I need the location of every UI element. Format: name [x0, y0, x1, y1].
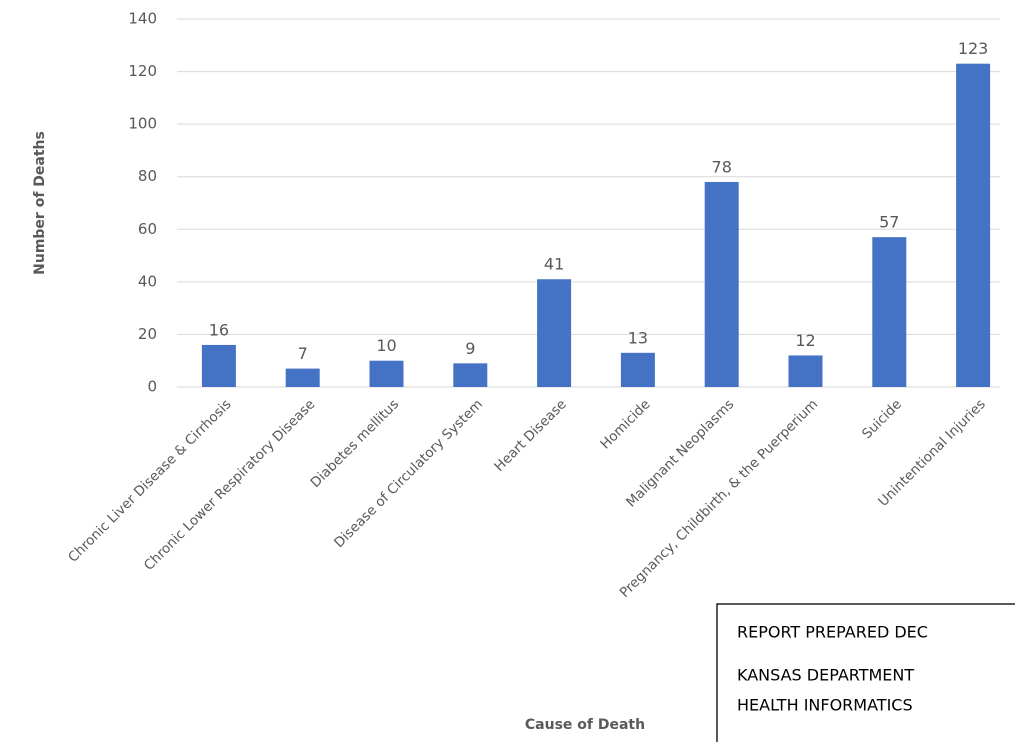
- bar: [872, 237, 907, 387]
- y-tick-label: 100: [128, 115, 157, 133]
- y-tick-label: 20: [138, 325, 157, 343]
- y-tick-label: 140: [128, 10, 157, 28]
- x-tick-label: Chronic Liver Disease & Cirrhosis: [65, 396, 234, 565]
- data-label: 9: [465, 339, 475, 358]
- note-text: REPORT PREPARED DEC: [737, 623, 928, 642]
- note-text: KANSAS DEPARTMENT: [737, 666, 914, 685]
- x-axis-label: Cause of Death: [525, 717, 645, 733]
- data-label: 12: [795, 331, 815, 350]
- data-label: 16: [209, 320, 229, 339]
- x-tick-label: Disease of Circulatory System: [331, 396, 486, 551]
- x-tick-label: Pregnancy, Childbirth, & the Puerperium: [617, 396, 822, 601]
- bar: [788, 355, 823, 387]
- x-tick-label: Diabetes mellitus: [308, 396, 403, 491]
- bar: [704, 181, 739, 387]
- data-label: 123: [958, 39, 989, 58]
- bar: [453, 363, 488, 387]
- bar: [956, 63, 991, 387]
- data-label: 78: [712, 157, 732, 176]
- bar: [201, 344, 236, 387]
- x-tick-label: Chronic Lower Respiratory Disease: [141, 396, 318, 573]
- data-label: 41: [544, 255, 564, 274]
- x-tick-label: Heart Disease: [491, 396, 569, 474]
- y-tick-label: 60: [138, 220, 157, 238]
- bar: [537, 279, 572, 387]
- bar: [285, 368, 320, 387]
- bar: [620, 352, 655, 387]
- data-label: 7: [298, 344, 308, 363]
- bar: [369, 360, 404, 387]
- data-label: 57: [879, 213, 899, 232]
- x-tick-label: Homicide: [597, 396, 653, 452]
- note-box: [716, 603, 1015, 742]
- y-tick-label: 120: [128, 62, 157, 80]
- y-axis-label: Number of Deaths: [32, 131, 48, 275]
- note-text: HEALTH INFORMATICS: [737, 696, 913, 715]
- y-tick-label: 0: [147, 378, 157, 396]
- x-tick-label: Suicide: [859, 396, 905, 442]
- y-tick-label: 80: [138, 167, 157, 185]
- y-tick-label: 40: [138, 272, 157, 290]
- data-label: 13: [628, 328, 648, 347]
- data-label: 10: [376, 336, 396, 355]
